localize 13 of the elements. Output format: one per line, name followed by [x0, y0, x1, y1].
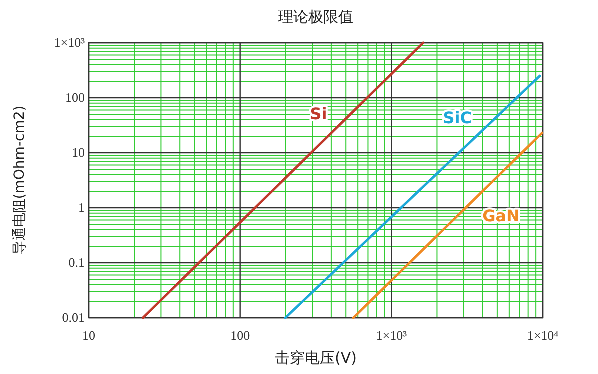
x-tick-label: 10 — [82, 328, 96, 343]
chart-title: 理论极限值 — [278, 8, 354, 26]
x-tick-label: 1×10⁴ — [527, 328, 560, 343]
y-tick-label: 100 — [66, 90, 85, 105]
y-tick-label: 0.1 — [68, 255, 85, 270]
y-tick-label: 10 — [72, 145, 85, 160]
y-tick-label: 0.01 — [62, 310, 85, 325]
x-tick-label: 1×10³ — [376, 328, 408, 343]
y-tick-label: 1×10³ — [54, 35, 86, 50]
y-axis-title: 导通电阻(mOhm-cm2) — [12, 106, 28, 256]
x-tick-label: 100 — [230, 328, 250, 343]
y-tick-label: 1 — [78, 200, 85, 215]
x-axis-title: 击穿电压(V) — [275, 349, 357, 367]
